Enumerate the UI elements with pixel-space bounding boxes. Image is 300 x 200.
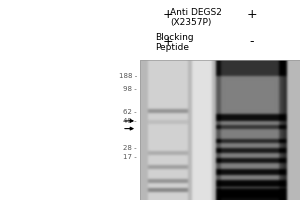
Text: 62 -: 62 - bbox=[123, 109, 137, 115]
Text: 98 -: 98 - bbox=[123, 86, 137, 92]
Text: (X2357P): (X2357P) bbox=[170, 18, 212, 27]
Text: +: + bbox=[163, 8, 173, 21]
Text: +: + bbox=[246, 8, 257, 21]
Text: -: - bbox=[249, 35, 254, 48]
Text: 49 -: 49 - bbox=[123, 118, 137, 124]
Text: Peptide: Peptide bbox=[155, 43, 189, 52]
Text: 188 -: 188 - bbox=[119, 73, 137, 79]
Bar bbox=[140, 60, 300, 200]
Text: 17 -: 17 - bbox=[123, 154, 137, 160]
Text: +: + bbox=[163, 35, 173, 48]
Text: Anti DEGS2: Anti DEGS2 bbox=[170, 8, 222, 17]
Text: Blocking: Blocking bbox=[155, 33, 194, 42]
Text: 28 -: 28 - bbox=[123, 144, 137, 150]
